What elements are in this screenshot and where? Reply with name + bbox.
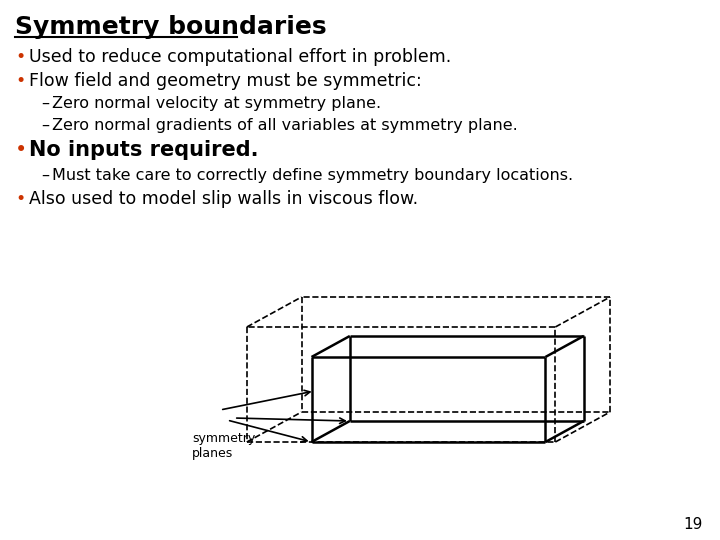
Text: symmetry
planes: symmetry planes [192, 432, 256, 460]
Text: •: • [15, 48, 25, 66]
Text: –: – [41, 118, 49, 133]
Text: Used to reduce computational effort in problem.: Used to reduce computational effort in p… [29, 48, 451, 66]
Text: 19: 19 [683, 517, 703, 532]
Text: •: • [15, 140, 27, 160]
Text: No inputs required.: No inputs required. [29, 140, 258, 160]
Text: Must take care to correctly define symmetry boundary locations.: Must take care to correctly define symme… [52, 168, 573, 183]
Text: Also used to model slip walls in viscous flow.: Also used to model slip walls in viscous… [29, 190, 418, 208]
Text: –: – [41, 96, 49, 111]
Text: –: – [41, 168, 49, 183]
Text: Zero normal velocity at symmetry plane.: Zero normal velocity at symmetry plane. [52, 96, 381, 111]
Text: •: • [15, 72, 25, 90]
Text: Flow field and geometry must be symmetric:: Flow field and geometry must be symmetri… [29, 72, 422, 90]
Text: Symmetry boundaries: Symmetry boundaries [15, 15, 327, 39]
Text: •: • [15, 190, 25, 208]
Text: Zero normal gradients of all variables at symmetry plane.: Zero normal gradients of all variables a… [52, 118, 518, 133]
